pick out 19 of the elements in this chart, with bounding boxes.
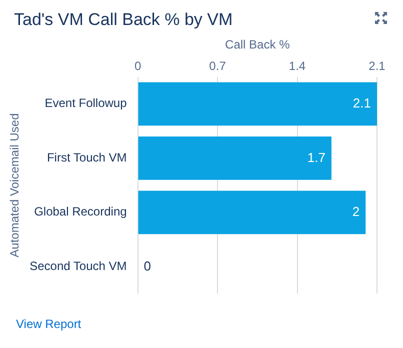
y-tick-label: First Touch VM	[46, 150, 127, 164]
data-label: 0	[144, 258, 152, 274]
bar	[138, 190, 366, 234]
y-axis-title: Automated Voicemail Used	[8, 113, 22, 258]
y-tick-label: Global Recording	[34, 204, 127, 219]
x-tick-label: 0	[134, 58, 142, 73]
y-tick-label: Event Followup	[44, 96, 128, 110]
x-tick-label: 1.4	[288, 58, 306, 73]
bar	[138, 136, 332, 180]
x-axis-title: Call Back %	[225, 38, 290, 52]
data-label: 1.7	[307, 150, 326, 165]
data-label: 2	[352, 204, 360, 220]
data-label: 2.1	[352, 96, 371, 111]
text: View Report	[16, 317, 82, 331]
y-tick-label: Second Touch VM	[30, 258, 127, 273]
bar	[138, 82, 377, 126]
chart-title: Tad's VM Call Back % by VM	[14, 10, 233, 30]
x-tick-label: 2.1	[368, 58, 386, 73]
x-tick-label: 0.7	[209, 58, 226, 73]
